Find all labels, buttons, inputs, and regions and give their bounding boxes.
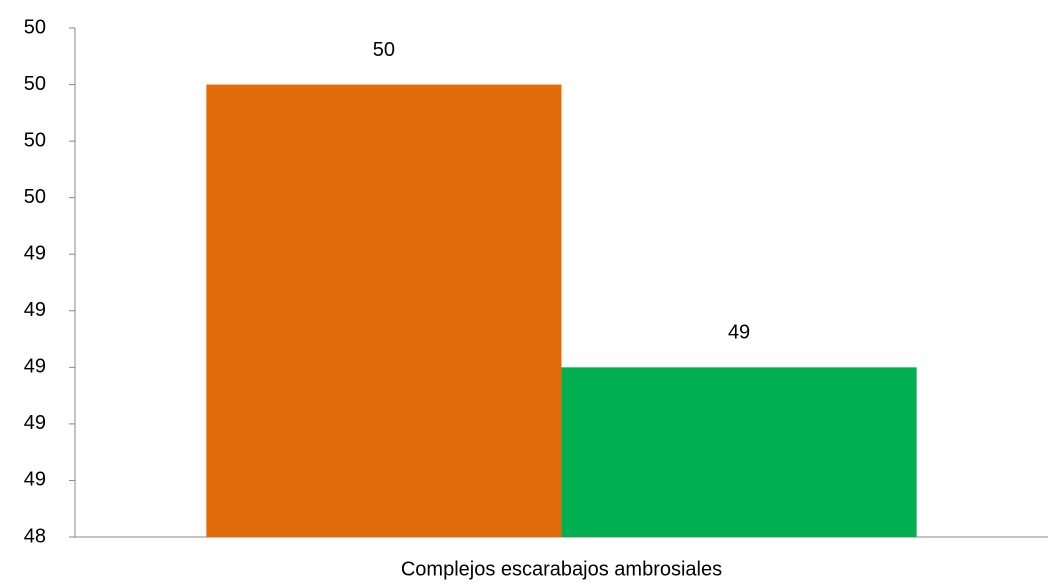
y-tick-label: 49 (24, 412, 46, 434)
bar (561, 367, 917, 537)
value-label: 50 (373, 39, 395, 61)
y-tick-label: 49 (24, 299, 46, 321)
x-tick-label: Complejos escarabajos ambrosiales (401, 558, 722, 580)
y-tick-label: 48 (24, 525, 46, 547)
y-tick-label: 49 (24, 243, 46, 265)
y-tick-label: 50 (24, 73, 46, 95)
y-tick-label: 49 (24, 469, 46, 491)
y-tick-label: 50 (24, 16, 46, 38)
bar (206, 84, 562, 538)
value-label: 49 (728, 322, 750, 344)
y-tick-label: 50 (24, 129, 46, 151)
y-tick-label: 50 (24, 186, 46, 208)
y-tick-label: 49 (24, 356, 46, 378)
